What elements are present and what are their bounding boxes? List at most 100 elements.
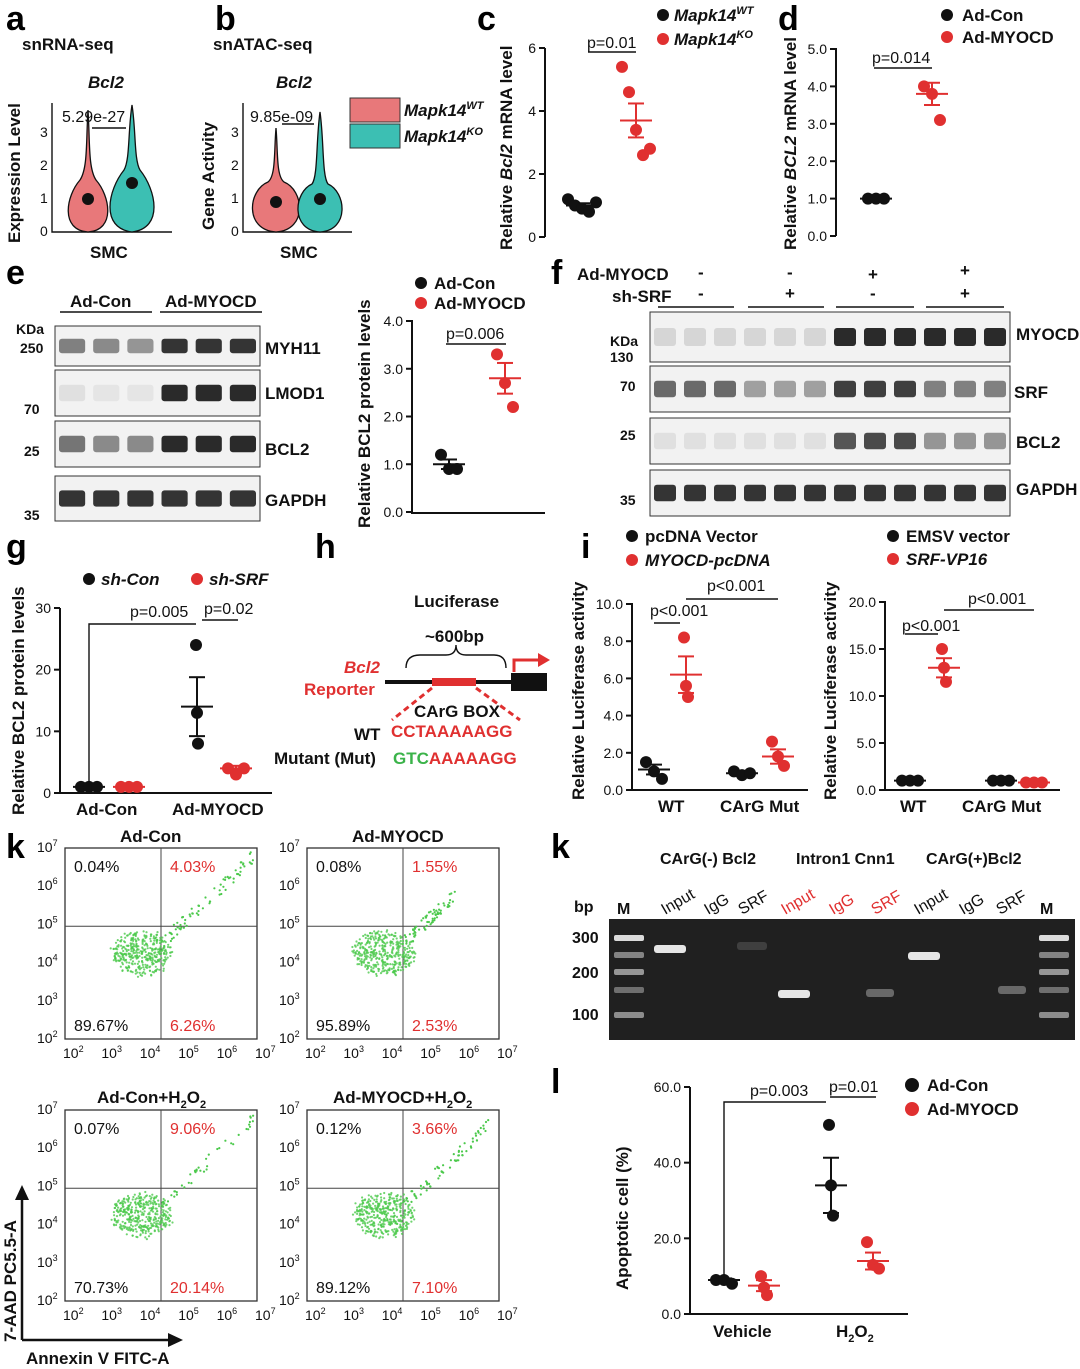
panel-k-plot-2-event [149,1209,153,1212]
panel-k-plot-3-event [358,1205,361,1208]
panel-k-plot-2-event [149,1216,152,1219]
panel-k-plot-1-event [372,949,375,952]
panel-k-plot-1-event [386,951,389,954]
panel-k-plot-0-tail-event [197,910,200,913]
panel-k-plot-1-event [364,936,367,940]
panel-k-plot-0-event [134,932,137,935]
panel-k-plot-1-tail-event [430,921,433,924]
panel-k-plot-1-tail-event [413,930,416,934]
panel-k-plot-2-xtick-1: 103 [101,1306,122,1323]
panel-k-plot-2-event [134,1224,137,1227]
panel-k-plot-3-tail-event [460,1150,464,1153]
panel-k-plot-0-event [125,950,128,953]
panel-k-plot-2-event [129,1223,133,1227]
panel-k-plot-3-tail-event [452,1153,455,1156]
panel-e-gapdh-band-0 [59,490,86,507]
panel-e-chart-pvalue: p=0.006 [446,326,504,343]
panel-k-plot-1-tail-event [432,908,435,911]
panel-k-plot-0-event [146,947,149,950]
panel-k-plot-3-tail-event [425,1189,428,1192]
panel-f-srf-band-9 [924,380,946,398]
panel-k-plot-3-event [370,1195,373,1198]
panel-e-blot-strips [54,325,261,522]
panel-a-title: snRNA-seq [22,35,114,54]
panel-k-plot-0-event [169,951,172,954]
panel-f-bcl2-band-11 [984,432,1006,450]
panel-k-plot-0-event [135,940,138,943]
panel-k-plot-2-event [144,1220,147,1223]
panel-k-plot-0-tail-event [234,869,237,872]
panel-k-plot-3-event [367,1194,370,1197]
panel-k-plot-3-event [386,1212,390,1215]
panel-k-plot-2-event [133,1220,136,1223]
panel-k-plot-3-event [410,1220,413,1223]
panel-k-plot-0-event [151,961,154,964]
panel-k-plot-0-tail-event [250,862,253,865]
panel-k-plot-1-event [385,936,388,939]
panel-k-plot-1-event [363,951,366,954]
panel-k-plot-0-event [114,952,117,955]
panel-f-myocd-band-9 [924,328,946,346]
panel-k-plot-0-event [141,946,144,949]
panel-e-myh11-band-3 [161,338,188,354]
panel-k-plot-3-event [365,1218,368,1221]
panel-k-plot-0-tail-event [224,876,227,879]
panel-k-plot-0-event [149,933,152,936]
panel-k-plot-2-event [134,1216,137,1219]
panel-k-plot-2-event [128,1226,131,1229]
panel-k-plot-2-event [149,1197,152,1200]
panel-k-plot-3-tail-event [420,1187,423,1190]
legend-swatch-ko [349,123,401,149]
panel-k-plot-3-event [390,1215,393,1218]
panel-k-plot-3-event [368,1220,371,1223]
panel-k-plot-0-event [145,934,148,937]
panel-k-plot-3-event [399,1211,402,1214]
panel-k-plot-1-event [402,952,405,955]
panel-k-plot-2-tail-event [232,1143,235,1146]
panel-k-plot-1-event [356,963,359,966]
panel-k-plot-1-event [370,947,373,951]
panel-d-yticks: 0.0 1.0 2.0 3.0 4.0 5.0 [808,41,836,244]
panel-k-plot-3-event [373,1210,376,1214]
panel-k-plot-1-tail-event [415,925,418,928]
panel-k-plot-0-event [141,972,144,975]
panel-k-plot-1-tail-event [434,913,437,916]
panel-k-plot-0-event [158,958,161,961]
panel-i-right-y-ticklabel-1: 5.0 [857,735,877,751]
panel-j-band-4 [908,952,940,960]
panel-k-plot-0-event [165,958,168,961]
panel-l-con-h2o2-point-1 [825,1179,837,1192]
panel-k-plot-2-event [119,1213,122,1216]
panel-c-y-ticklabel-0: 0 [528,229,536,245]
panel-k-plot-1-event [407,951,410,954]
panel-k-plot-1-event [365,957,368,961]
panel-k-plot-0-event [143,944,146,947]
panel-k-plot-1-event [356,944,359,947]
panel-j-marker-left: M [617,901,630,918]
panel-k-plot-1-tail-event [447,905,450,908]
panel-k-plot-3-lr: 7.10% [412,1280,457,1297]
panel-f-bcl2-band-10 [954,432,976,450]
panel-e-group2: Ad-MYOCD [165,292,257,311]
panel-g-p1: p=0.005 [130,604,188,621]
panel-k-plot-2-event [149,1222,153,1225]
panel-k-plot-1-event [375,972,378,976]
panel-k-plot-1-event [378,933,381,936]
panel-k-plot-1-tail-event [453,890,456,893]
panel-k-plot-3-tail-event [484,1120,488,1124]
panel-i-legend2-b: SRF-VP16 [906,550,988,569]
panel-k-plot-1-event [383,936,386,940]
panel-k-plot-0-event [163,960,167,963]
panel-i-left-vec-wt-point-1 [648,765,660,778]
panel-j-ladder-0-band-2 [614,1012,644,1018]
panel-k-plot-2-event [154,1207,157,1210]
panel-e-chart: Relative BCL2 protein levels 0.0 1.0 2.0 3.… [355,274,545,528]
panel-k-plot-3-xtick-3: 105 [420,1306,441,1323]
panel-h-diagram: Luciferase ~600bp Bcl2 Reporter CArG BOX… [274,592,550,768]
panel-k-plot-3-event [364,1210,368,1213]
panel-k-plot-1-event [371,950,374,954]
panel-k-plot-2-event [151,1210,155,1213]
panel-k-plot-1-event [382,950,385,953]
panel-k-plot-0-event [146,944,149,948]
panel-h-zoom-lines [391,686,521,722]
